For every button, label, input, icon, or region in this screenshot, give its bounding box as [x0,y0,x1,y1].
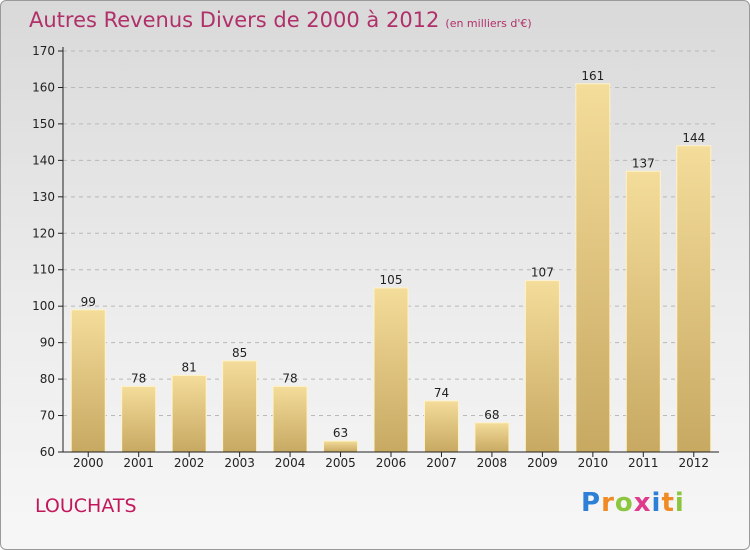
bar [676,145,712,453]
bar-value-label: 78 [282,371,297,385]
logo-letter: t [661,488,675,518]
x-tick-label: 2011 [628,456,659,470]
bar-value-label: 107 [531,266,554,280]
x-tick-label: 2006 [376,456,407,470]
axes [58,47,719,457]
bar [222,360,258,453]
y-tick-label: 110 [32,263,55,277]
bar [70,309,106,453]
x-tick-label: 2009 [527,456,558,470]
x-tick-label: 2004 [275,456,306,470]
y-tick-label: 130 [32,190,55,204]
bar [121,385,157,453]
bar [474,422,510,453]
x-tick-label: 2005 [325,456,356,470]
y-tick-label: 100 [32,299,55,313]
y-tick-label: 70 [40,409,55,423]
bar [423,400,459,453]
chart-title: Autres Revenus Divers de 2000 à 2012 [29,8,440,32]
bar [575,83,611,453]
x-tick-label: 2012 [678,456,709,470]
logo-letter: P [581,488,602,518]
bar [323,440,359,453]
y-tick-label: 90 [40,336,55,350]
bar [524,280,560,453]
x-tick-label: 2000 [73,456,104,470]
x-tick-label: 2003 [224,456,255,470]
y-tick-label: 60 [40,445,55,459]
y-tick-label: 150 [32,117,55,131]
y-tick-label: 80 [40,372,55,386]
bar-value-label: 137 [632,156,655,170]
logo-letter: i [651,488,662,518]
y-tick-label: 120 [32,226,55,240]
x-tick-label: 2002 [174,456,205,470]
bar-value-label: 105 [380,273,403,287]
bars [70,83,712,453]
bar-value-label: 161 [581,69,604,83]
bar [373,287,409,453]
y-tick-label: 140 [32,153,55,167]
logo-letter: x [633,488,652,518]
bar-value-label: 68 [484,408,499,422]
proxiti-logo: Proxiti [581,488,685,518]
bar-value-label: 85 [232,346,247,360]
bar [272,385,308,453]
y-tick-label: 170 [32,44,55,58]
x-tick-label: 2008 [477,456,508,470]
logo-letter: o [614,488,634,518]
y-tick-label: 160 [32,80,55,94]
logo-letter: r [601,488,615,518]
labels: 60 70 80 90 100 110 120 130 140 150 160 170 99 2000 78… [32,44,709,470]
bar-value-label: 63 [333,426,348,440]
logo-letter: i [674,488,685,518]
bar [171,374,207,453]
bar-value-label: 81 [182,360,197,374]
chart-unit: (en milliers d'€) [445,17,532,30]
x-tick-label: 2010 [578,456,609,470]
bar-value-label: 144 [682,131,705,145]
x-tick-label: 2007 [426,456,457,470]
bar [625,170,661,453]
bar-value-label: 74 [434,386,449,400]
bar-value-label: 78 [131,371,146,385]
bar-value-label: 99 [81,295,96,309]
commune-name: LOUCHATS [35,495,137,517]
x-tick-label: 2001 [123,456,154,470]
chart-title-block: Autres Revenus Divers de 2000 à 2012 (en … [29,8,532,32]
